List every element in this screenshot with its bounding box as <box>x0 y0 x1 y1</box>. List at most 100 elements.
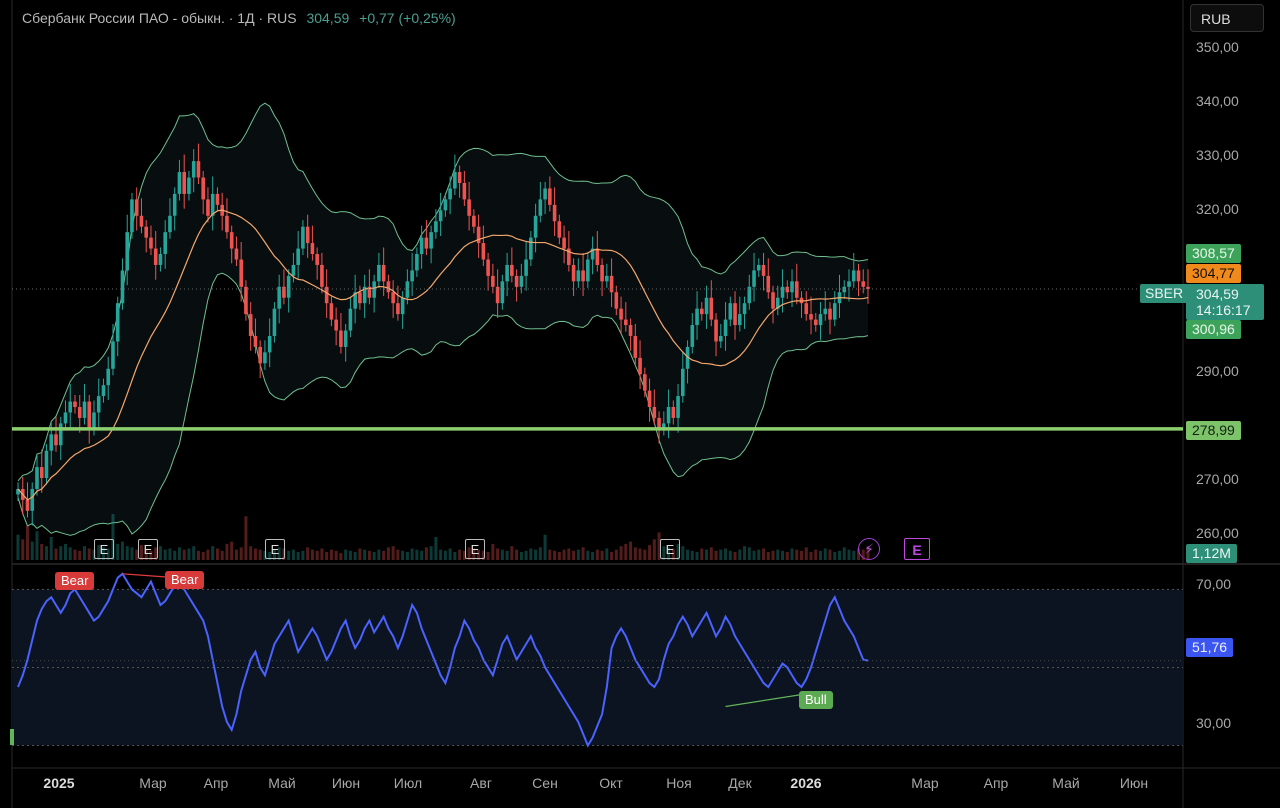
candle-body <box>823 308 828 315</box>
candle-body <box>120 270 125 304</box>
candle-body <box>158 254 163 265</box>
volume-bar <box>785 551 789 560</box>
candle-body <box>775 297 780 309</box>
volume-bar <box>163 549 167 560</box>
volume-bar <box>144 548 148 560</box>
volume-bar <box>728 550 732 560</box>
candle-body <box>514 275 519 287</box>
volume-bar <box>434 537 438 560</box>
earnings-marker[interactable]: E <box>138 539 158 559</box>
time-axis-label: Апр <box>203 775 229 791</box>
candle-body <box>861 281 866 287</box>
upper-band-tag: 308,57 <box>1186 244 1241 263</box>
candle-body <box>481 243 486 260</box>
volume-bar <box>700 548 704 560</box>
volume-bar <box>462 550 466 560</box>
candle-body <box>63 412 68 424</box>
candle-body <box>225 215 229 233</box>
candle-body <box>305 226 310 244</box>
candle-body <box>756 264 761 271</box>
volume-bar <box>505 550 509 560</box>
earnings-marker[interactable]: E <box>660 539 680 559</box>
currency-button[interactable]: RUB <box>1190 4 1264 32</box>
volume-bar <box>705 549 709 560</box>
candle-body <box>761 264 766 276</box>
earnings-marker[interactable]: E <box>94 539 114 559</box>
volume-bar <box>662 546 666 560</box>
volume-bar <box>82 546 86 560</box>
volume-bar <box>234 549 238 560</box>
last-price: 304,59 <box>1196 286 1239 302</box>
volume-bar <box>681 546 685 560</box>
candle-body <box>339 330 343 347</box>
bollinger-lower <box>17 272 869 536</box>
candle-body <box>115 303 120 342</box>
candle-body <box>263 352 267 364</box>
volume-bar <box>268 551 272 560</box>
volume-bar <box>657 532 661 560</box>
time-axis-label: Апр <box>983 775 1009 791</box>
header-price: 304,59 <box>306 10 350 26</box>
volume-bar <box>367 550 371 560</box>
volume-bar <box>481 550 485 560</box>
candle-body <box>467 199 471 216</box>
volume-bar <box>68 547 72 560</box>
instrument-title: Сбербанк России ПАО - обыкн. · 1Д · RUS <box>22 10 297 26</box>
candle-body <box>386 281 391 293</box>
candle-body <box>453 172 457 189</box>
candle-body <box>600 264 604 282</box>
candle-body <box>244 286 248 315</box>
upcoming-earnings-marker[interactable]: E <box>904 538 930 560</box>
earnings-marker[interactable]: E <box>265 539 285 559</box>
volume-bar <box>215 548 219 560</box>
candle-body <box>367 286 372 298</box>
candle-body <box>457 172 462 183</box>
volume-bar <box>747 547 751 560</box>
volume-bar <box>458 549 462 560</box>
volume-bar <box>648 545 652 560</box>
volume-bar <box>838 550 842 560</box>
time-axis-label: Июн <box>1119 775 1149 791</box>
candle-body <box>234 248 239 260</box>
volume-bar <box>173 550 177 560</box>
volume-bar <box>567 548 571 560</box>
candle-body <box>353 292 357 309</box>
candle-body <box>343 330 348 347</box>
volume-bar <box>301 550 305 560</box>
candle-body <box>272 308 277 336</box>
candle-body <box>348 308 353 331</box>
candle-body <box>381 264 386 282</box>
candle-body <box>68 401 73 413</box>
bear-divergence-label: Bear <box>55 572 95 590</box>
volume-bar <box>614 549 618 560</box>
price-axis-label: 270,00 <box>1196 471 1239 487</box>
candle-body <box>315 254 319 265</box>
volume-bar <box>443 550 447 560</box>
volume-bar <box>16 534 20 560</box>
candle-body <box>405 281 410 298</box>
volume-bar <box>258 549 262 560</box>
price-axis-label: 320,00 <box>1196 201 1239 217</box>
volume-bar <box>781 550 785 560</box>
volume-bar <box>211 546 215 560</box>
lightning-icon[interactable]: ⚡ <box>858 538 880 560</box>
volume-bar <box>819 550 823 560</box>
candle-body <box>472 215 476 227</box>
price-axis-label: 290,00 <box>1196 363 1239 379</box>
volume-bar <box>809 551 813 560</box>
volume-bar <box>405 551 409 560</box>
candle-body <box>291 264 296 276</box>
candle-body <box>486 259 490 276</box>
candle-body <box>562 237 566 249</box>
candle-body <box>39 467 44 479</box>
candle-body <box>771 292 775 309</box>
bear-divergence-label: Bear <box>165 571 205 589</box>
earnings-marker[interactable]: E <box>465 539 485 559</box>
volume-bar <box>21 539 25 560</box>
candle-body <box>491 275 495 287</box>
header-change: +0,77 (+0,25%) <box>359 10 456 26</box>
candle-body <box>215 193 220 205</box>
candle-body <box>429 232 433 249</box>
chart-header: Сбербанк России ПАО - обыкн. · 1Д · RUS … <box>22 10 456 26</box>
